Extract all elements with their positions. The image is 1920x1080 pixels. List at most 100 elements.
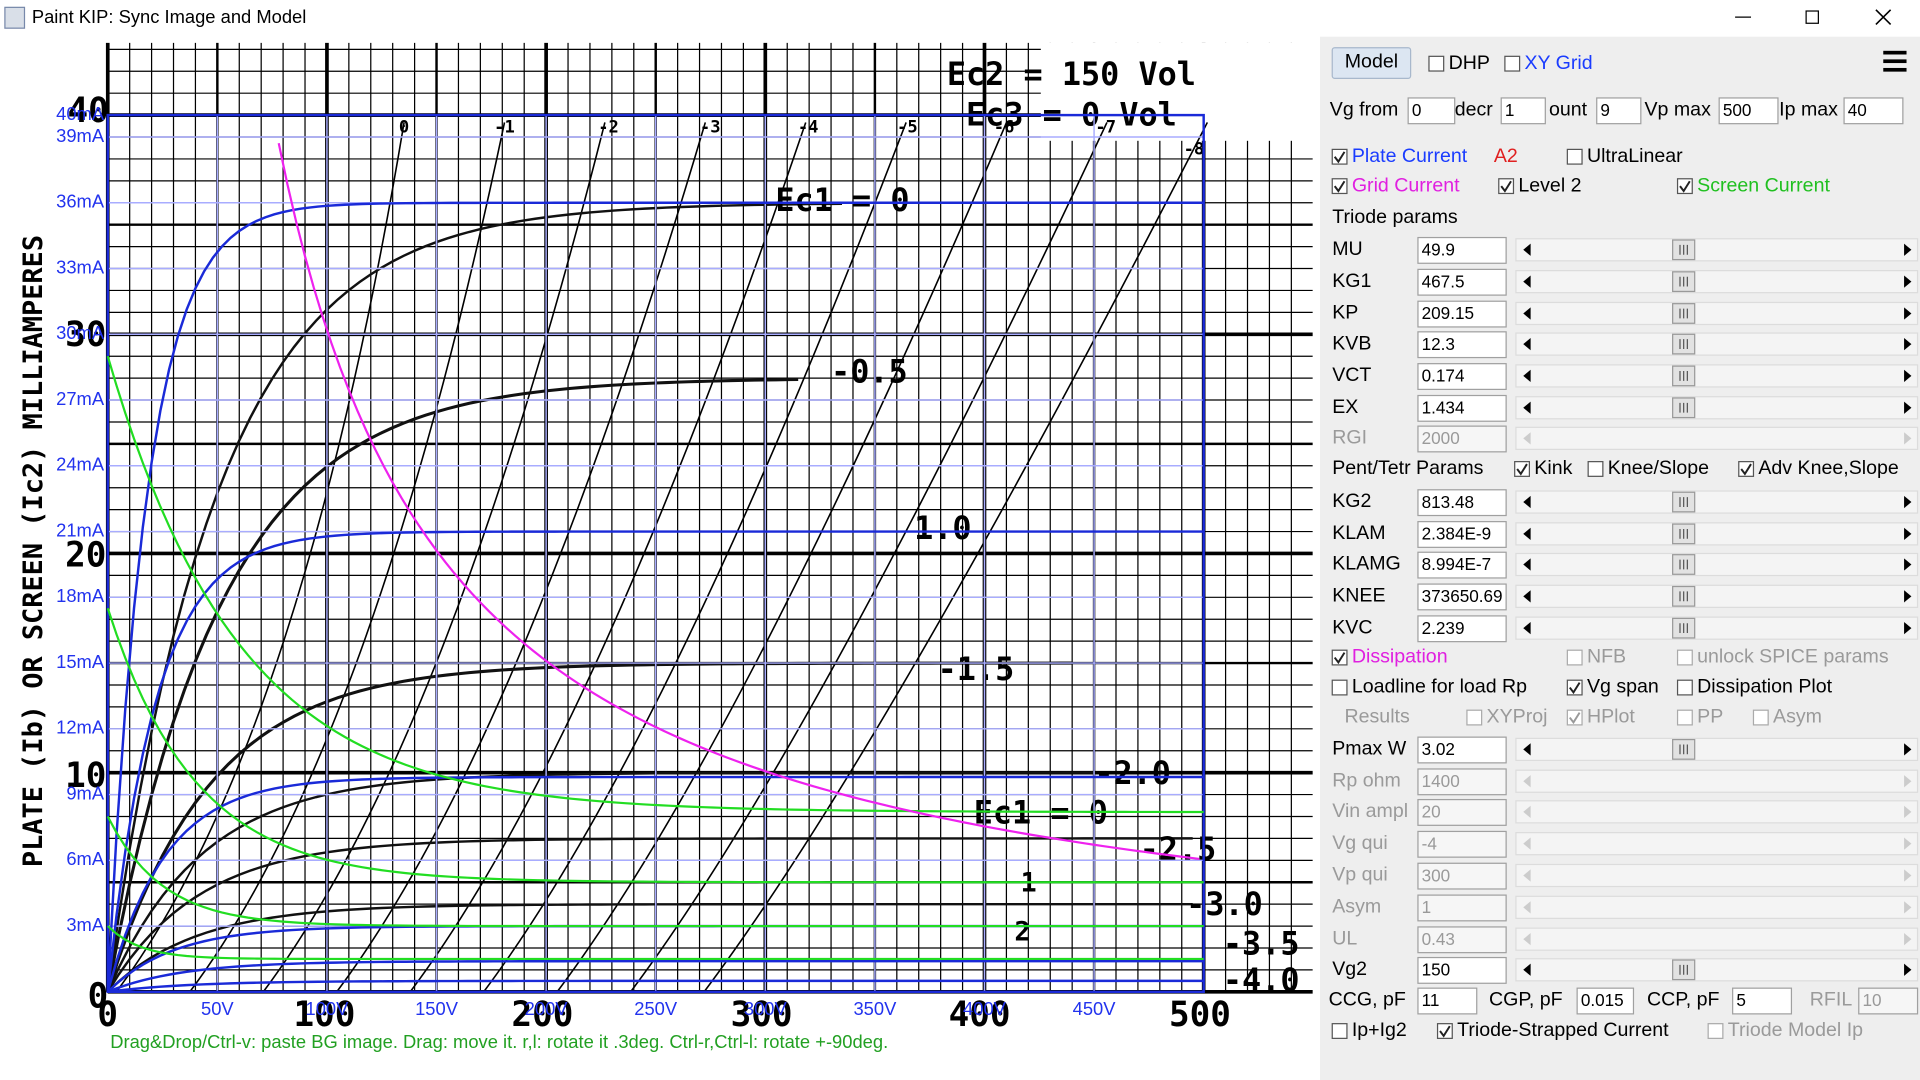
model-button[interactable] bbox=[1331, 47, 1412, 79]
slider-left[interactable] bbox=[1523, 275, 1531, 288]
slider-right[interactable] bbox=[1904, 527, 1912, 540]
checkbox[interactable] bbox=[1676, 679, 1693, 696]
restore-button[interactable] bbox=[1805, 10, 1819, 24]
slider-left[interactable] bbox=[1523, 743, 1531, 756]
slider-left[interactable] bbox=[1523, 337, 1531, 351]
text-field[interactable] bbox=[1417, 551, 1507, 579]
text-field[interactable] bbox=[1417, 236, 1507, 264]
checkbox[interactable] bbox=[1428, 55, 1445, 72]
slider-right[interactable] bbox=[1904, 275, 1912, 288]
slider-track[interactable] bbox=[1515, 332, 1919, 356]
slider-left[interactable] bbox=[1523, 307, 1531, 320]
slider-left[interactable] bbox=[1523, 590, 1531, 603]
field-value: 500 bbox=[1723, 100, 1752, 120]
slider-track[interactable] bbox=[1515, 616, 1919, 640]
slider-right[interactable] bbox=[1904, 337, 1912, 351]
slider-left bbox=[1523, 869, 1531, 882]
text-field[interactable] bbox=[1417, 583, 1507, 611]
slider-right[interactable] bbox=[1904, 558, 1912, 571]
text-field[interactable] bbox=[1732, 987, 1793, 1015]
slider-left[interactable] bbox=[1523, 622, 1531, 635]
text-field[interactable] bbox=[1417, 363, 1507, 390]
slider-right[interactable] bbox=[1904, 307, 1912, 320]
menu-icon[interactable] bbox=[1883, 67, 1907, 72]
checkbox[interactable] bbox=[1331, 178, 1348, 195]
slider-track[interactable] bbox=[1515, 737, 1919, 762]
text-field[interactable] bbox=[1417, 956, 1507, 984]
checkbox[interactable] bbox=[1331, 148, 1348, 165]
label: CCP, pF bbox=[1647, 989, 1720, 1011]
checkbox[interactable] bbox=[1676, 649, 1693, 666]
slider-left[interactable] bbox=[1523, 369, 1531, 383]
checkbox[interactable] bbox=[1331, 649, 1348, 666]
slider-left[interactable] bbox=[1523, 527, 1531, 540]
slider-left[interactable] bbox=[1523, 963, 1531, 976]
checkbox[interactable] bbox=[1676, 178, 1693, 195]
checkbox[interactable] bbox=[1566, 679, 1583, 696]
text-field[interactable] bbox=[1417, 615, 1507, 643]
slider-right[interactable] bbox=[1904, 243, 1912, 256]
slider-left[interactable] bbox=[1523, 558, 1531, 571]
slider-grip bbox=[1679, 308, 1688, 319]
text-field[interactable] bbox=[1596, 97, 1642, 125]
checkbox[interactable] bbox=[1752, 709, 1769, 726]
slider-track[interactable] bbox=[1515, 522, 1919, 546]
checkbox[interactable] bbox=[1331, 679, 1348, 696]
slider-track[interactable] bbox=[1515, 396, 1919, 420]
slider-track[interactable] bbox=[1515, 552, 1919, 577]
slider-track[interactable] bbox=[1515, 584, 1919, 608]
close-button[interactable] bbox=[1875, 9, 1892, 26]
checkbox[interactable] bbox=[1566, 649, 1583, 666]
slider-left[interactable] bbox=[1523, 243, 1531, 256]
text-field[interactable] bbox=[1417, 521, 1507, 548]
text-field[interactable] bbox=[1500, 97, 1546, 125]
slider-right[interactable] bbox=[1904, 495, 1912, 509]
field-value: -4 bbox=[1422, 833, 1438, 853]
checkbox[interactable] bbox=[1514, 461, 1530, 477]
checkbox[interactable] bbox=[1436, 1023, 1453, 1039]
slider-left[interactable] bbox=[1523, 401, 1531, 414]
text-field[interactable] bbox=[1417, 987, 1478, 1015]
slider-right[interactable] bbox=[1904, 369, 1912, 383]
text-field[interactable] bbox=[1417, 268, 1507, 296]
slider-track bbox=[1515, 895, 1919, 919]
checkbox[interactable] bbox=[1466, 709, 1483, 726]
slider-track[interactable] bbox=[1515, 958, 1919, 982]
text-field[interactable] bbox=[1417, 394, 1507, 422]
slider-right[interactable] bbox=[1904, 963, 1912, 976]
slider-right[interactable] bbox=[1904, 622, 1912, 635]
checkbox[interactable] bbox=[1498, 178, 1515, 195]
checkbox[interactable] bbox=[1331, 1023, 1348, 1039]
checkbox[interactable] bbox=[1566, 148, 1583, 165]
text-field[interactable] bbox=[1417, 736, 1507, 764]
slider-left[interactable] bbox=[1523, 495, 1531, 509]
slider-track[interactable] bbox=[1515, 270, 1919, 294]
checkbox[interactable] bbox=[1504, 55, 1521, 72]
slider-track[interactable] bbox=[1515, 238, 1919, 262]
label: KVC bbox=[1332, 616, 1372, 638]
checkbox[interactable] bbox=[1566, 709, 1583, 726]
text-field[interactable] bbox=[1417, 300, 1507, 328]
text-field[interactable] bbox=[1718, 97, 1779, 125]
slider-right[interactable] bbox=[1904, 590, 1912, 603]
label: unlock SPICE params bbox=[1697, 646, 1889, 668]
label: Vin ampl bbox=[1332, 800, 1408, 822]
text-field[interactable] bbox=[1407, 97, 1456, 125]
slider-track[interactable] bbox=[1515, 364, 1919, 388]
text-field[interactable] bbox=[1417, 489, 1507, 517]
slider-track[interactable] bbox=[1515, 301, 1919, 326]
checkbox[interactable] bbox=[1738, 461, 1755, 477]
text-field[interactable] bbox=[1417, 331, 1507, 359]
checkbox[interactable] bbox=[1676, 709, 1693, 726]
field-value: 0.174 bbox=[1422, 366, 1465, 386]
text-field[interactable] bbox=[1843, 97, 1904, 125]
field-value: 467.5 bbox=[1422, 271, 1465, 291]
text-field[interactable] bbox=[1576, 987, 1635, 1015]
menu-icon[interactable] bbox=[1883, 50, 1907, 55]
slider-right[interactable] bbox=[1904, 743, 1912, 756]
slider-right[interactable] bbox=[1904, 401, 1912, 414]
checkbox[interactable] bbox=[1587, 461, 1604, 477]
slider-track[interactable] bbox=[1515, 490, 1919, 514]
menu-icon[interactable] bbox=[1883, 59, 1907, 64]
checkbox[interactable] bbox=[1707, 1023, 1724, 1039]
